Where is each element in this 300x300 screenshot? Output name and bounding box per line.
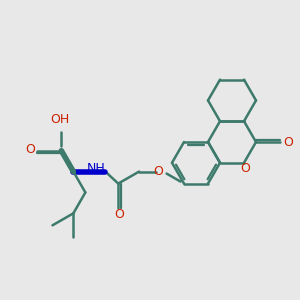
Text: O: O xyxy=(283,136,293,148)
Text: NH: NH xyxy=(87,162,106,175)
Text: O: O xyxy=(114,208,124,221)
Text: O: O xyxy=(153,165,163,178)
Text: OH: OH xyxy=(51,113,70,126)
Text: O: O xyxy=(26,143,35,156)
Text: O: O xyxy=(240,162,250,175)
